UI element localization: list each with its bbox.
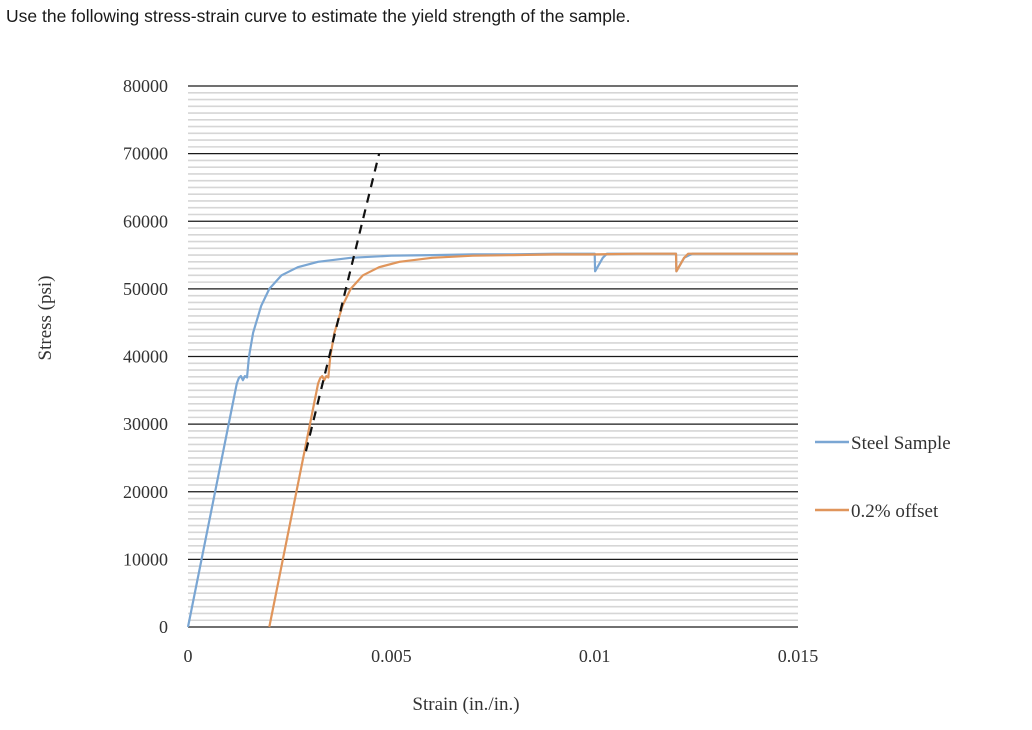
x-tick-label: 0.01 [579,646,611,666]
y-tick-labels: 0 10000 20000 30000 40000 50000 60000 70000 8000… [123,76,168,637]
y-tick-label: 30000 [123,414,168,434]
y-tick-label: 80000 [123,76,168,96]
y-tick-label: 20000 [123,482,168,502]
legend-label: 0.2% offset [851,501,939,522]
x-tick-labels: 0 0.005 0.01 0.015 [184,646,819,666]
annotations [304,153,381,452]
offset-line [268,252,798,628]
minor-grid [188,91,798,622]
legend: Steel Sample 0.2% offset [815,433,951,522]
elastic-slope-dashed-line [304,153,381,452]
question-text: Use the following stress-strain curve to… [6,6,631,26]
series-lines [186,252,798,628]
x-tick-label: 0 [184,646,193,666]
y-tick-label: 40000 [123,347,168,367]
x-tick-label: 0.015 [778,646,819,666]
major-grid [188,85,798,628]
y-tick-label: 50000 [123,279,168,299]
y-tick-label: 10000 [123,549,168,569]
y-axis-label: Stress (psi) [35,276,56,361]
y-tick-label: 0 [159,617,168,637]
y-tick-label: 70000 [123,144,168,164]
legend-label: Steel Sample [851,433,951,454]
x-tick-label: 0.005 [371,646,412,666]
y-tick-label: 60000 [123,211,168,231]
x-axis-label: Strain (in./in.) [412,694,519,715]
